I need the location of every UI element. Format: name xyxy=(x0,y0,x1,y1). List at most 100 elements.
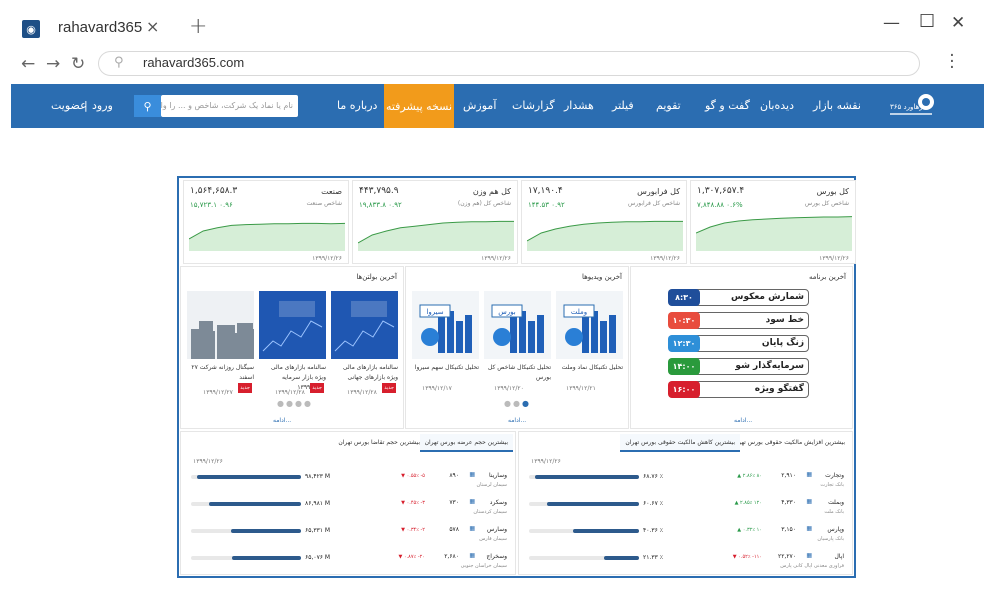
search-button[interactable]: ⚲ xyxy=(134,95,161,117)
nav-item-about[interactable]: درباره ما xyxy=(337,99,378,112)
row-value: ۶۰.۶۷ ٪ xyxy=(643,500,663,507)
tab-close-icon[interactable]: × xyxy=(146,17,160,36)
nav-separator: | xyxy=(84,99,88,112)
search-input[interactable]: نام یا نماد یک شرکت، شاخص و ... را وارد … xyxy=(161,95,298,117)
row-bar xyxy=(573,529,639,533)
tab-demand-volume[interactable]: بیشترین حجم تقاضا بورس تهران xyxy=(338,439,420,446)
forward-arrow-icon[interactable]: → xyxy=(46,54,61,74)
index-card[interactable]: کل بورس ۱,۳۰۷,۶۵۷.۴ شاخص کل بورس ۷,۸۴۸.۸۸ ۰… xyxy=(690,180,856,264)
symbol-icon: ▦ xyxy=(806,498,812,505)
index-card[interactable]: کل هم وزن ۴۴۳,۷۹۵.۹ شاخص کل (هم وزن) ۱۹,۸۳۳… xyxy=(352,180,518,264)
video-caption[interactable]: تحلیل تکنیکال نماد وملت xyxy=(561,364,623,371)
program-item[interactable]: گفتگو ویژه ۱۶:۰۰ xyxy=(668,381,809,398)
row-price: ۴,۳۳۰ xyxy=(781,499,796,506)
minimize-icon[interactable]: — xyxy=(883,13,900,33)
search-icon: ⚲ xyxy=(143,99,152,113)
close-window-icon[interactable]: ✕ xyxy=(951,13,966,33)
nav-item-education[interactable]: آموزش xyxy=(463,99,497,112)
nav-item-chat[interactable]: گفت و گو xyxy=(705,99,750,112)
row-symbol[interactable]: وسکرد xyxy=(489,499,507,506)
program-item[interactable]: شمارش معکوس ۸:۳۰ xyxy=(668,289,809,306)
video-date: ۱۳۹۹/۱۲/۱۷ xyxy=(422,385,452,392)
new-tab-icon[interactable]: + xyxy=(189,14,208,39)
address-bar-row: ← → ↻ ⚲ rahavard365.com · · · xyxy=(0,46,995,82)
tab-title[interactable]: rahavard365 xyxy=(58,19,143,36)
row-change: ▼ ۰.۴۵٪ -۳ xyxy=(401,500,425,506)
program-time: ۱۴:۰۰ xyxy=(668,358,700,375)
tab-supply-volume[interactable]: بیشترین حجم عرضه بورس تهران xyxy=(419,434,513,452)
index-change: ۷,۸۴۸.۸۸ ۰.۶% xyxy=(697,201,743,209)
programs-more-link[interactable]: ادامه... xyxy=(734,417,753,424)
index-date: ۱۳۹۹/۱۲/۲۶ xyxy=(650,255,680,262)
url-text: rahavard365.com xyxy=(143,55,245,70)
bulletin-thumbnail[interactable] xyxy=(187,291,254,359)
program-item[interactable]: خط سود ۱۰:۳۰ xyxy=(668,312,809,329)
bulletin-caption[interactable]: سیگنال روزانه شرکت ۲۷ اسفند جدید xyxy=(187,363,254,393)
bulletins-more-link[interactable]: ادامه... xyxy=(273,417,292,424)
row-symbol[interactable]: اپال xyxy=(834,553,844,560)
video-thumbnail[interactable]: وملت xyxy=(556,291,623,359)
advanced-version-button[interactable]: نسخه پیشرفته xyxy=(384,84,454,128)
row-symbol[interactable]: وسخراج xyxy=(486,553,507,560)
tab-ownership-increase[interactable]: بیشترین افزایش مالکیت حقوقی بورس تهران xyxy=(732,439,845,446)
video-caption[interactable]: تحلیل تکنیکال شاخص کل بورس xyxy=(487,364,551,381)
site-logo[interactable]: رهاورد ۳۶۵ xyxy=(888,91,938,121)
bulletin-thumbnail[interactable] xyxy=(331,291,398,359)
program-label: خط سود xyxy=(765,315,804,325)
index-card[interactable]: کل فرابورس ۱۷,۱۹۰.۴ شاخص کل فرابورس ۱۴۴.۵۳ … xyxy=(521,180,687,264)
row-company: سیمان خراسان جنوبی xyxy=(460,563,507,569)
program-item[interactable]: سرمایه‌گذار شو ۱۴:۰۰ xyxy=(668,358,809,375)
symbol-icon: ▦ xyxy=(469,498,475,505)
videos-carousel-dots[interactable]: ●●● xyxy=(504,399,531,408)
nav-item-watchlist[interactable]: دیده‌بان xyxy=(760,99,794,112)
row-symbol[interactable]: وبملت xyxy=(828,499,844,506)
bulletin-caption[interactable]: سالنامه بازارهای مالی ویژه بازارهای جهان… xyxy=(331,363,398,393)
bulletins-carousel-dots[interactable]: ●●●● xyxy=(277,399,313,408)
url-input[interactable]: ⚲ rahavard365.com xyxy=(98,51,920,76)
index-card[interactable]: صنعت ۱,۵۶۴,۶۵۸.۳ شاخص صنعت ۱۵,۷۲۳.۱ ۰.۹۶ ۱۳۹… xyxy=(183,180,349,264)
video-date: ۱۳۹۹/۱۲/۲۱ xyxy=(566,385,596,392)
index-date: ۱۳۹۹/۱۲/۲۶ xyxy=(312,255,342,262)
browser-menu-icon[interactable]: · · · xyxy=(949,46,955,78)
row-symbol[interactable]: وسارس xyxy=(487,526,507,533)
program-item[interactable]: زنگ پایان ۱۲:۳۰ xyxy=(668,335,809,352)
login-link[interactable]: ورود xyxy=(92,99,113,112)
row-symbol[interactable]: وسارینا xyxy=(489,472,507,479)
reload-icon[interactable]: ↻ xyxy=(71,54,86,74)
maximize-icon[interactable]: ☐ xyxy=(919,11,936,32)
nav-item-alert[interactable]: هشدار xyxy=(564,99,594,112)
logo-text: رهاورد ۳۶۵ xyxy=(890,103,923,111)
videos-more-link[interactable]: ادامه... xyxy=(508,417,527,424)
video-thumbnail[interactable]: سیروا xyxy=(412,291,479,359)
video-caption[interactable]: تحلیل تکنیکال سهم سیروا xyxy=(414,364,479,371)
row-bar xyxy=(603,556,639,560)
back-arrow-icon[interactable]: ← xyxy=(21,54,36,74)
row-symbol[interactable]: وتجارت xyxy=(825,472,844,479)
register-link[interactable]: عضویت xyxy=(51,99,87,112)
bulletin-caption[interactable]: سالنامه بازارهای مالی ویژه بازار سرمایه ج… xyxy=(259,363,326,393)
index-date: ۱۳۹۹/۱۲/۲۶ xyxy=(819,255,849,262)
row-price: ۲۲,۲۷۰ xyxy=(777,553,796,560)
tab-ownership-decrease[interactable]: بیشترین کاهش مالکیت حقوقی بورس تهران xyxy=(620,434,740,452)
index-title: کل بورس xyxy=(816,187,849,196)
row-value: ۸۶,۹۸۱ M xyxy=(305,500,331,507)
nav-item-calendar[interactable]: تقویم xyxy=(656,99,681,112)
bulletin-caption-text: سالنامه بازارهای مالی ویژه بازارهای جهان… xyxy=(342,364,398,381)
program-label: شمارش معکوس xyxy=(731,292,804,302)
bulletin-date: ۱۳۹۹/۱۲/۲۸ xyxy=(275,389,305,396)
row-symbol[interactable]: وپارس xyxy=(827,526,844,533)
nav-item-filter[interactable]: فیلتر xyxy=(612,99,634,112)
nav-item-reports[interactable]: گزارشات xyxy=(512,99,555,112)
index-title: کل هم وزن xyxy=(472,187,511,196)
row-change: ▼ ۰.۳۴٪ -۲ xyxy=(401,527,425,533)
index-change: ۱۹,۸۳۳.۸ ۰.۹۲ xyxy=(359,201,402,209)
bulletin-thumbnail[interactable] xyxy=(259,291,326,359)
programs-title: آخرین برنامه xyxy=(808,273,846,281)
nav-item-market-map[interactable]: نقشه بازار xyxy=(813,99,861,112)
row-company: سیمان کردستان xyxy=(473,509,507,515)
svg-text:سیروا: سیروا xyxy=(426,308,443,316)
video-thumbnail[interactable]: بورس xyxy=(484,291,551,359)
row-price: ۲,۶۸۰ xyxy=(444,553,459,560)
symbol-icon: ▦ xyxy=(469,552,475,559)
new-badge: جدید xyxy=(238,383,252,393)
